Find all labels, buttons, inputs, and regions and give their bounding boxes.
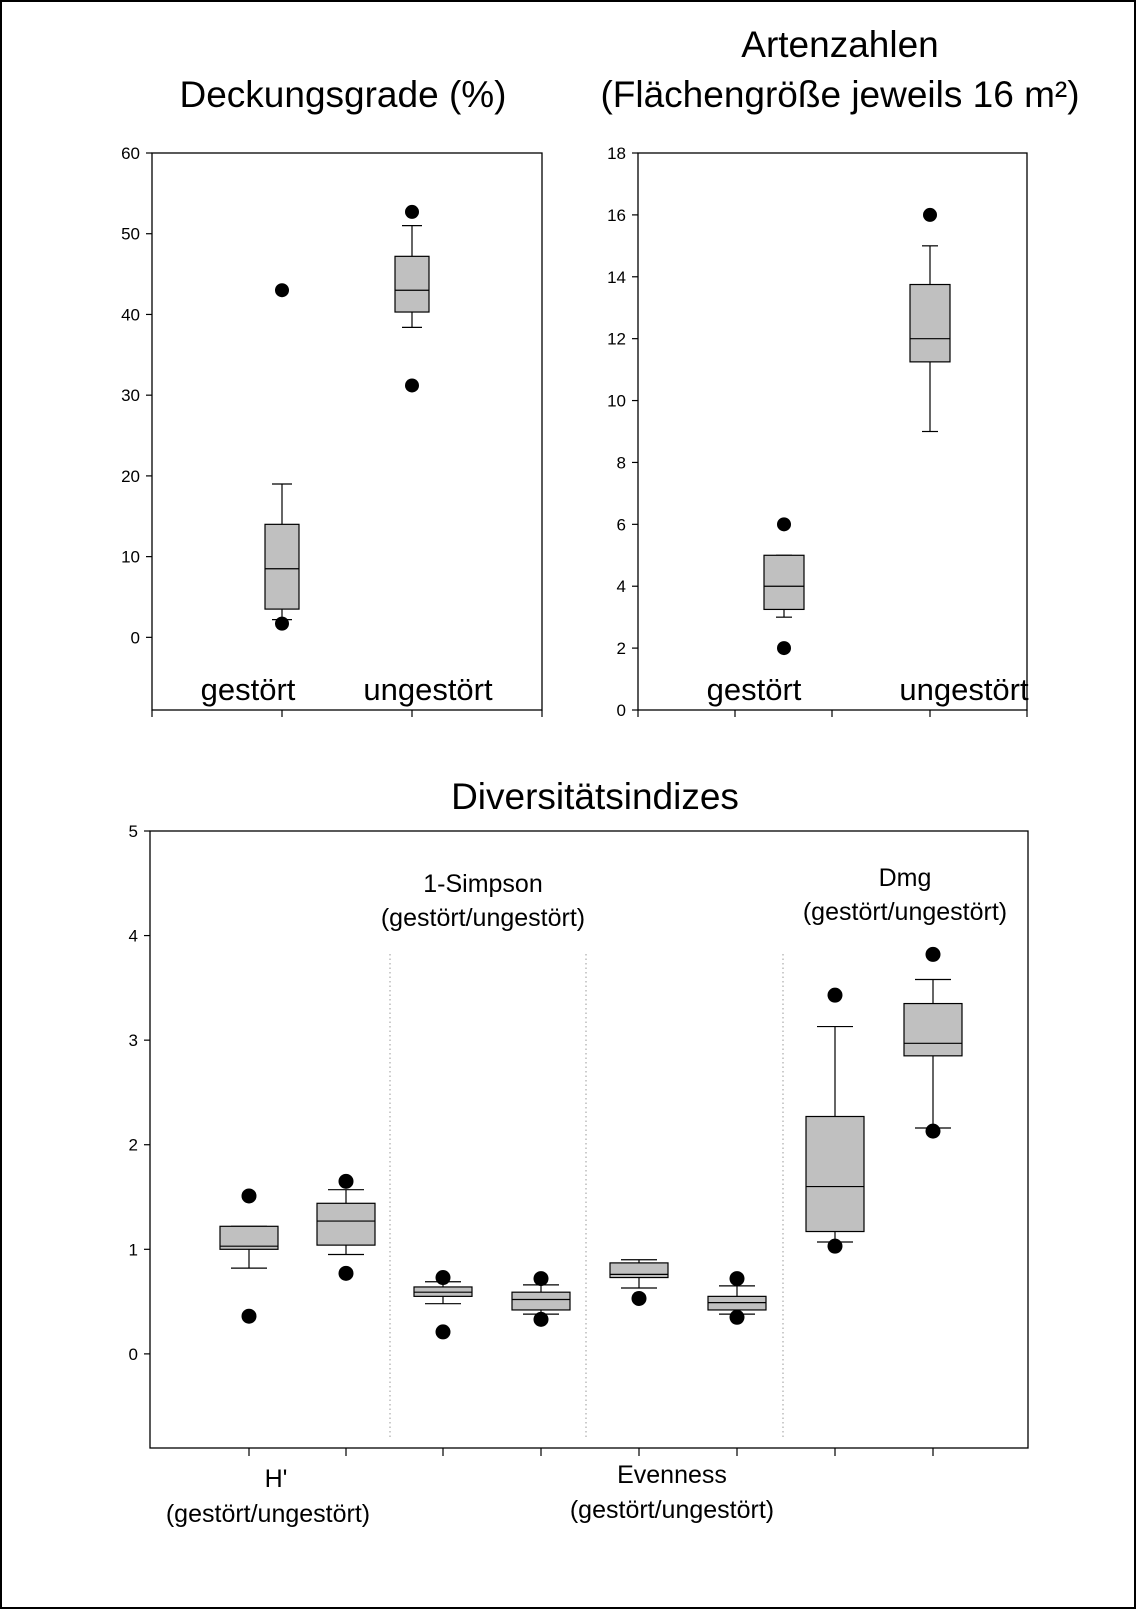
box-4	[511, 1291, 571, 1311]
box-2	[316, 1202, 376, 1246]
y-tick-label: 5	[129, 822, 138, 841]
outlier-point-1-2	[777, 641, 791, 656]
y-tick-label: 40	[121, 305, 140, 324]
outlier-point-3-2	[435, 1324, 451, 1340]
box-5	[609, 1262, 669, 1279]
outlier-point-1-1	[777, 517, 791, 532]
outlier-point-2-1	[923, 207, 937, 222]
outlier-point-7-1	[827, 987, 843, 1003]
y-tick-label: 0	[617, 701, 626, 720]
y-tick-label: 0	[131, 628, 140, 647]
y-tick-label: 4	[129, 927, 138, 946]
y-tick-label: 18	[607, 144, 626, 163]
group-label-evenness: Evenness	[617, 1461, 727, 1489]
box-2	[909, 283, 951, 363]
category-label-ungestoert: ungestört	[899, 672, 1029, 707]
outlier-point-7-2	[827, 1238, 843, 1254]
outlier-point-2-1	[338, 1173, 354, 1189]
y-tick-label: 3	[129, 1031, 138, 1050]
group-sublabel-simpson: (gestört/ungestört)	[381, 904, 585, 932]
outlier-point-4-1	[533, 1271, 549, 1287]
plot-area-diversitaetsindizes	[149, 830, 1029, 1449]
outlier-point-8-2	[925, 1123, 941, 1139]
category-label-gestoert: gestört	[707, 672, 802, 707]
outlier-point-8-1	[925, 946, 941, 962]
chart-subtitle-artenzahlen: (Flächengröße jeweils 16 m²)	[600, 74, 1079, 115]
group-label-simpson: 1-Simpson	[423, 870, 543, 898]
chart-title-diversitaetsindizes: Diversitätsindizes	[451, 776, 739, 817]
y-tick-label: 14	[607, 268, 626, 287]
y-axis-deckungsgrade: 0 10 20 30 40 50 60	[121, 144, 152, 647]
box-7	[805, 1115, 865, 1233]
category-label-gestoert: gestört	[201, 672, 296, 707]
group-label-dmg: Dmg	[879, 864, 932, 892]
y-axis-artenzahlen: 0 2 4 6 8 10 12 14 16 18	[607, 144, 638, 720]
outlier-point-1-1	[275, 283, 289, 298]
box-1	[219, 1225, 279, 1250]
plot-area-artenzahlen	[637, 152, 1028, 711]
box-8	[903, 1002, 963, 1057]
y-tick-label: 60	[121, 144, 140, 163]
y-axis-diversitaetsindizes: 0 1 2 3 4 5	[129, 822, 150, 1364]
y-tick-label: 4	[617, 577, 626, 596]
y-tick-label: 2	[129, 1136, 138, 1155]
outlier-point-5-1	[631, 1290, 647, 1306]
y-tick-label: 20	[121, 467, 140, 486]
box-1	[763, 554, 805, 611]
outlier-point-2-2	[338, 1265, 354, 1281]
outlier-point-4-2	[533, 1311, 549, 1327]
y-tick-label: 1	[129, 1240, 138, 1259]
outlier-point-6-1	[729, 1271, 745, 1287]
category-label-ungestoert: ungestört	[363, 672, 493, 707]
outlier-point-6-2	[729, 1309, 745, 1325]
outlier-point-1-2	[241, 1308, 257, 1324]
x-axis-ticks-deckungsgrade	[151, 710, 543, 717]
y-tick-label: 10	[121, 548, 140, 567]
group-label-h: H'	[265, 1465, 288, 1493]
chart-diversitaetsindizes: Diversitätsindizes 0 1 2 3 4 5 1-Simpson (ges…	[129, 776, 1029, 1528]
group-dividers	[389, 954, 784, 1438]
y-tick-label: 50	[121, 225, 140, 244]
box-2	[394, 255, 430, 313]
x-axis-ticks-artenzahlen	[637, 710, 1028, 717]
group-sublabel-dmg: (gestört/ungestört)	[803, 898, 1007, 926]
chart-title-artenzahlen: Artenzahlen	[741, 24, 938, 65]
box-1	[264, 523, 300, 610]
y-tick-label: 0	[129, 1345, 138, 1364]
boxes-diversitaetsindizes	[219, 946, 963, 1340]
y-tick-label: 10	[607, 392, 626, 411]
group-sublabel-evenness: (gestört/ungestört)	[570, 1496, 774, 1524]
y-tick-label: 6	[617, 515, 626, 534]
y-tick-label: 30	[121, 386, 140, 405]
y-tick-label: 8	[617, 453, 626, 472]
x-axis-ticks-diversitaetsindizes	[248, 1448, 934, 1456]
outlier-point-1-2	[275, 616, 289, 631]
y-tick-label: 16	[607, 206, 626, 225]
outlier-point-2-1	[405, 204, 419, 219]
outlier-point-2-2	[405, 378, 419, 393]
chart-artenzahlen: Artenzahlen (Flächengröße jeweils 16 m²)…	[600, 24, 1079, 720]
outlier-point-1-1	[241, 1188, 257, 1204]
boxes-deckungsgrade	[264, 204, 430, 631]
y-tick-label: 12	[607, 330, 626, 349]
chart-title-deckungsgrade: Deckungsgrade (%)	[180, 74, 507, 115]
y-tick-label: 2	[617, 639, 626, 658]
group-sublabel-h: (gestört/ungestört)	[166, 1500, 370, 1528]
plot-area-deckungsgrade	[151, 152, 543, 711]
boxes-artenzahlen	[763, 207, 951, 656]
outlier-point-3-1	[435, 1270, 451, 1286]
